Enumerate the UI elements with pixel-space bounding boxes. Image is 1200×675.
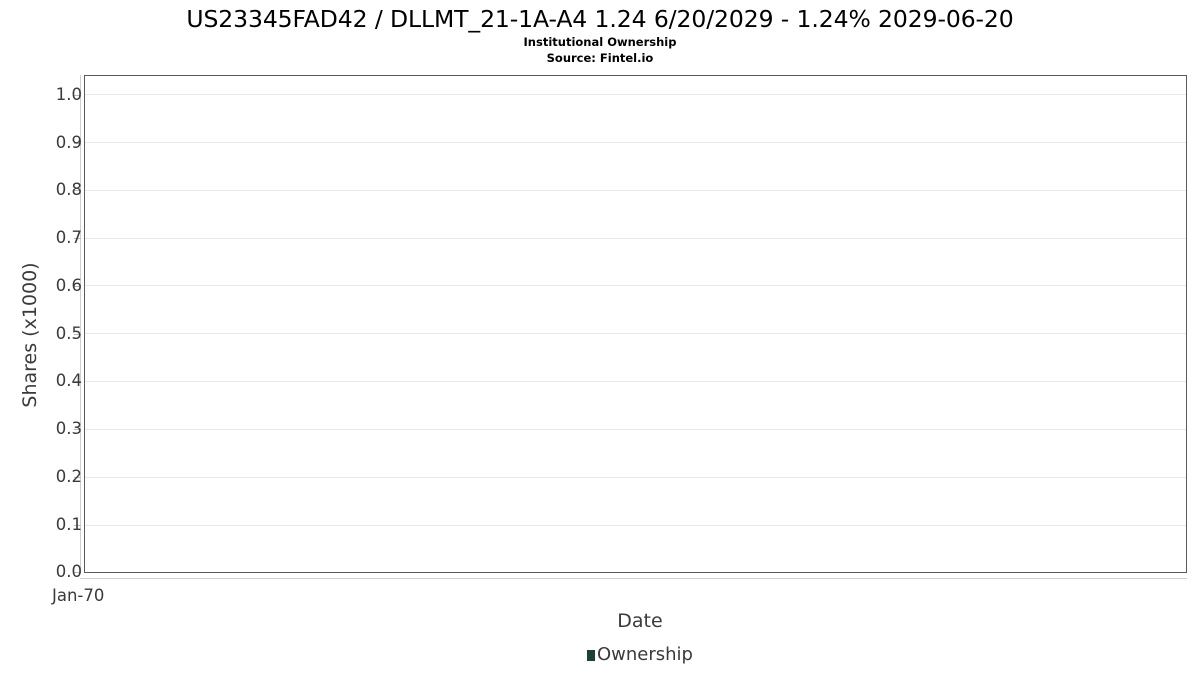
y-axis-spine [80,75,81,573]
gridline [85,285,1186,286]
gridline [85,333,1186,334]
legend-item-label: Ownership [597,644,693,665]
gridline [85,381,1186,382]
plot-area [84,75,1187,573]
y-tick-label: 0.7 [55,227,82,247]
data-series-layer [85,76,1186,572]
x-axis-spine [80,578,1187,579]
y-tick-mark [74,95,81,96]
gridline [85,190,1186,191]
gridline [85,477,1186,478]
y-tick-label: 0.3 [55,418,82,438]
y-tick-label: 0.1 [55,514,82,534]
y-tick-mark [74,334,81,335]
y-tick-mark [74,143,81,144]
chart-subtitle: Institutional Ownership [523,35,677,49]
chart-source-credit: Source: Fintel.io [546,51,654,65]
legend: Ownership [0,646,1200,664]
y-tick-mark [74,477,81,478]
gridline [85,94,1186,95]
page-title: US23345FAD42 / DLLMT_21-1A-A4 1.24 6/20/… [186,5,1014,33]
gridline [85,142,1186,143]
gridline [85,238,1186,239]
x-tick-label: Jan-70 [52,586,105,605]
y-tick-mark [74,429,81,430]
y-axis-title: Shares (x1000) [19,262,41,408]
legend-item-ownership[interactable]: Ownership [587,646,693,664]
x-axis-title: Date [617,610,663,632]
gridline [85,429,1186,430]
y-tick-label: 0.6 [55,275,82,295]
y-tick-label: 1.0 [55,84,82,104]
y-tick-label: 0.4 [55,370,82,390]
y-tick-mark [74,381,81,382]
y-tick-mark [74,190,81,191]
y-tick-mark [74,525,81,526]
y-tick-label: 0.5 [55,323,82,343]
y-tick-mark [74,286,81,287]
y-tick-mark [74,238,81,239]
y-tick-label: 0.2 [55,466,82,486]
gridline [85,525,1186,526]
y-tick-label: 0.9 [55,132,82,152]
y-tick-label: 0.0 [55,561,82,581]
legend-swatch-icon [587,649,595,661]
y-tick-label: 0.8 [55,179,82,199]
y-tick-mark [74,572,81,573]
plot-canvas [85,76,1186,572]
